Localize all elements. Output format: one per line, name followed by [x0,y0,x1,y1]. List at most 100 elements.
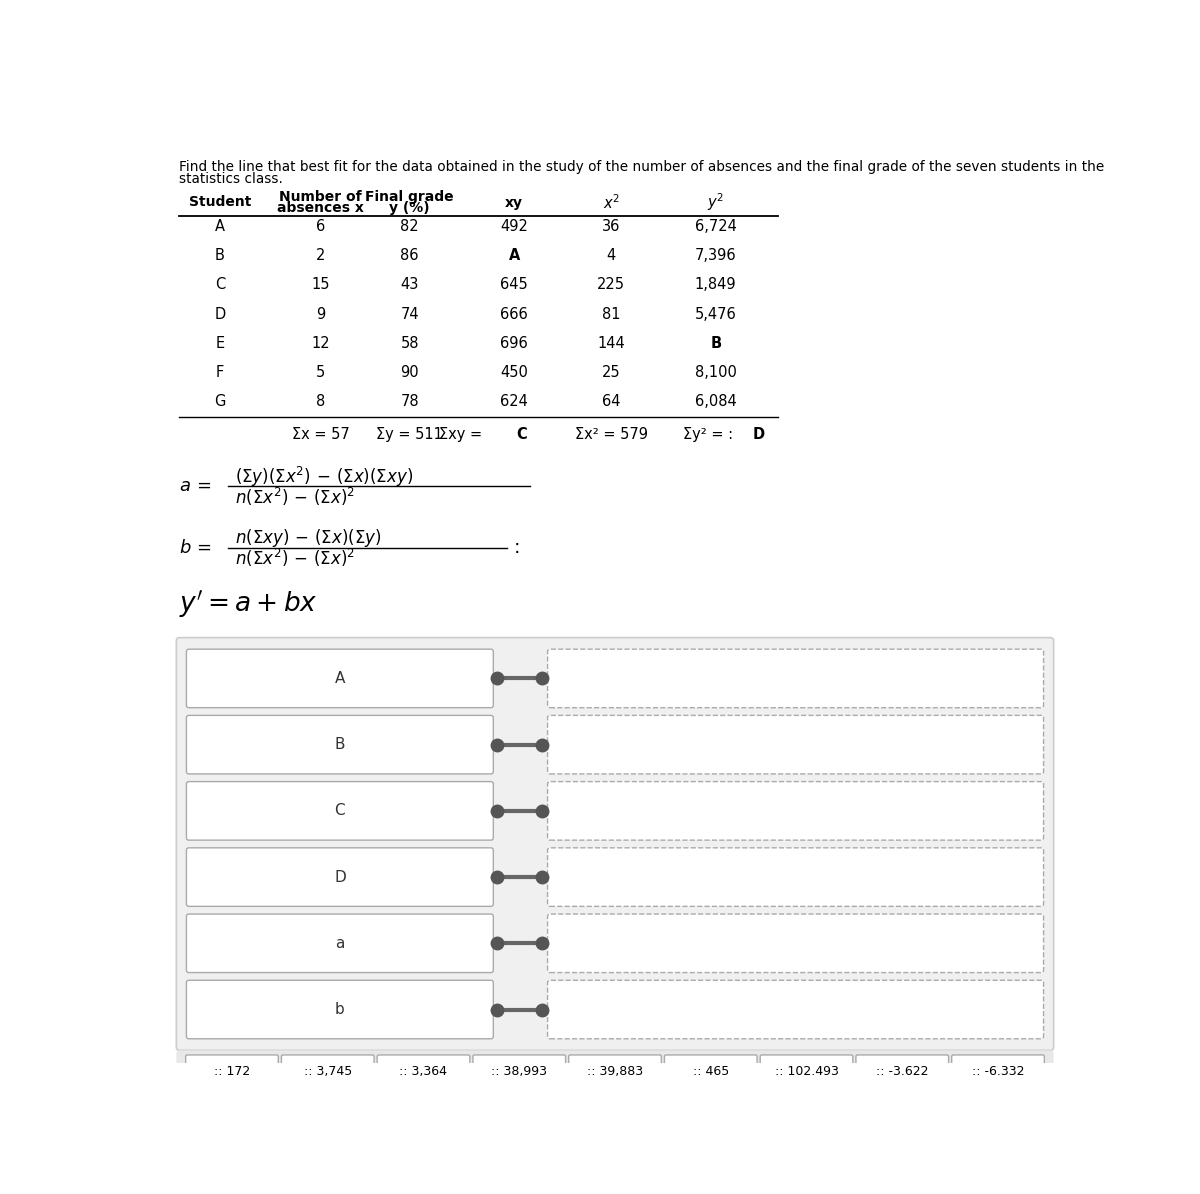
Text: 15: 15 [311,277,330,293]
Text: 8,100: 8,100 [695,365,737,380]
Text: C: C [335,804,346,818]
Text: 81: 81 [602,307,620,321]
Text: D: D [334,869,346,885]
Text: 450: 450 [500,365,528,380]
FancyBboxPatch shape [176,1051,1054,1106]
Text: C: C [517,426,527,442]
Text: 6,724: 6,724 [695,219,737,234]
Text: statistics class.: statistics class. [180,172,283,186]
Text: 645: 645 [500,277,528,293]
Text: $y^2$: $y^2$ [707,192,725,214]
Text: $n(\Sigma x^2)\,-\,(\Sigma x)^2$: $n(\Sigma x^2)\,-\,(\Sigma x)^2$ [235,547,355,570]
Text: 5,476: 5,476 [695,307,737,321]
Text: $n(\Sigma xy)\,-\,(\Sigma x)(\Sigma y)$: $n(\Sigma xy)\,-\,(\Sigma x)(\Sigma y)$ [235,528,382,549]
Text: A: A [215,219,224,234]
Text: :: -6.332: :: -6.332 [972,1065,1025,1078]
Text: 666: 666 [500,307,528,321]
FancyBboxPatch shape [547,848,1044,906]
FancyBboxPatch shape [186,715,493,774]
FancyBboxPatch shape [176,638,1054,1051]
Text: 225: 225 [598,277,625,293]
FancyBboxPatch shape [377,1055,470,1089]
Text: $(\Sigma y)(\Sigma x^2)\,-\,(\Sigma x)(\Sigma xy)$: $(\Sigma y)(\Sigma x^2)\,-\,(\Sigma x)(\… [235,464,414,488]
Text: :: 3,364: :: 3,364 [400,1065,448,1078]
FancyBboxPatch shape [856,1055,948,1089]
Text: b: b [335,1002,344,1017]
Text: D: D [752,426,764,442]
FancyBboxPatch shape [186,1055,278,1089]
Text: G: G [214,394,226,410]
Text: 78: 78 [401,394,419,410]
FancyBboxPatch shape [760,1055,853,1089]
FancyBboxPatch shape [569,1055,661,1089]
Text: :: 39,883: :: 39,883 [587,1065,643,1078]
FancyBboxPatch shape [186,650,493,708]
Text: 82: 82 [401,219,419,234]
Text: :: 3,745: :: 3,745 [304,1065,352,1078]
Text: B: B [335,737,346,752]
Text: Σxy =: Σxy = [439,426,487,442]
Text: y (%): y (%) [389,201,430,215]
FancyBboxPatch shape [547,715,1044,774]
FancyBboxPatch shape [547,782,1044,841]
Text: Find the line that best fit for the data obtained in the study of the number of : Find the line that best fit for the data… [180,160,1105,174]
Text: 7,396: 7,396 [695,248,737,263]
FancyBboxPatch shape [186,980,493,1039]
Text: 64: 64 [602,394,620,410]
Text: 86: 86 [401,248,419,263]
Text: :: 465: :: 465 [692,1065,728,1078]
Text: $a\,=$: $a\,=$ [180,476,212,496]
Text: 624: 624 [500,394,528,410]
Text: E: E [215,336,224,351]
Text: :: : [515,538,521,558]
Text: B: B [710,336,721,351]
Text: Final grade: Final grade [365,190,454,204]
Text: :: 102.493: :: 102.493 [774,1065,839,1078]
Text: Σx = 57: Σx = 57 [292,426,349,442]
FancyBboxPatch shape [952,1055,1044,1089]
Text: Σy = 511: Σy = 511 [376,426,443,442]
Text: 696: 696 [500,336,528,351]
Text: $x^2$: $x^2$ [602,193,619,211]
Text: $y' = a + bx$: $y' = a + bx$ [180,587,318,620]
Text: 58: 58 [401,336,419,351]
Text: F: F [216,365,224,380]
Text: 25: 25 [602,365,620,380]
Text: Number of: Number of [280,190,362,204]
Text: a: a [335,936,344,950]
Text: A: A [335,671,346,685]
Text: 144: 144 [598,336,625,351]
FancyBboxPatch shape [547,650,1044,708]
Text: D: D [214,307,226,321]
FancyBboxPatch shape [282,1055,374,1089]
Text: Student: Student [188,195,251,209]
Text: 90: 90 [401,365,419,380]
Text: Σx² = 579: Σx² = 579 [575,426,648,442]
Text: 74: 74 [401,307,419,321]
Text: absences x: absences x [277,201,364,215]
Text: :: 172: :: 172 [214,1065,250,1078]
Text: B: B [215,248,224,263]
FancyBboxPatch shape [547,980,1044,1039]
FancyBboxPatch shape [665,1055,757,1089]
Text: 4: 4 [606,248,616,263]
Text: 1,849: 1,849 [695,277,737,293]
Text: xy: xy [505,196,523,210]
Text: Σy² = :: Σy² = : [683,426,733,442]
Text: 6,084: 6,084 [695,394,737,410]
Text: :: -3.622: :: -3.622 [876,1065,929,1078]
Text: 5: 5 [316,365,325,380]
Text: 12: 12 [311,336,330,351]
FancyBboxPatch shape [547,915,1044,973]
Text: 492: 492 [500,219,528,234]
FancyBboxPatch shape [186,915,493,973]
Text: :: 38,993: :: 38,993 [491,1065,547,1078]
Text: A: A [509,248,520,263]
FancyBboxPatch shape [186,782,493,841]
FancyBboxPatch shape [473,1055,565,1089]
Text: 9: 9 [316,307,325,321]
Text: 43: 43 [401,277,419,293]
Text: $n(\Sigma x^2)\,-\,(\Sigma x)^2$: $n(\Sigma x^2)\,-\,(\Sigma x)^2$ [235,486,355,507]
Text: 6: 6 [316,219,325,234]
FancyBboxPatch shape [186,848,493,906]
